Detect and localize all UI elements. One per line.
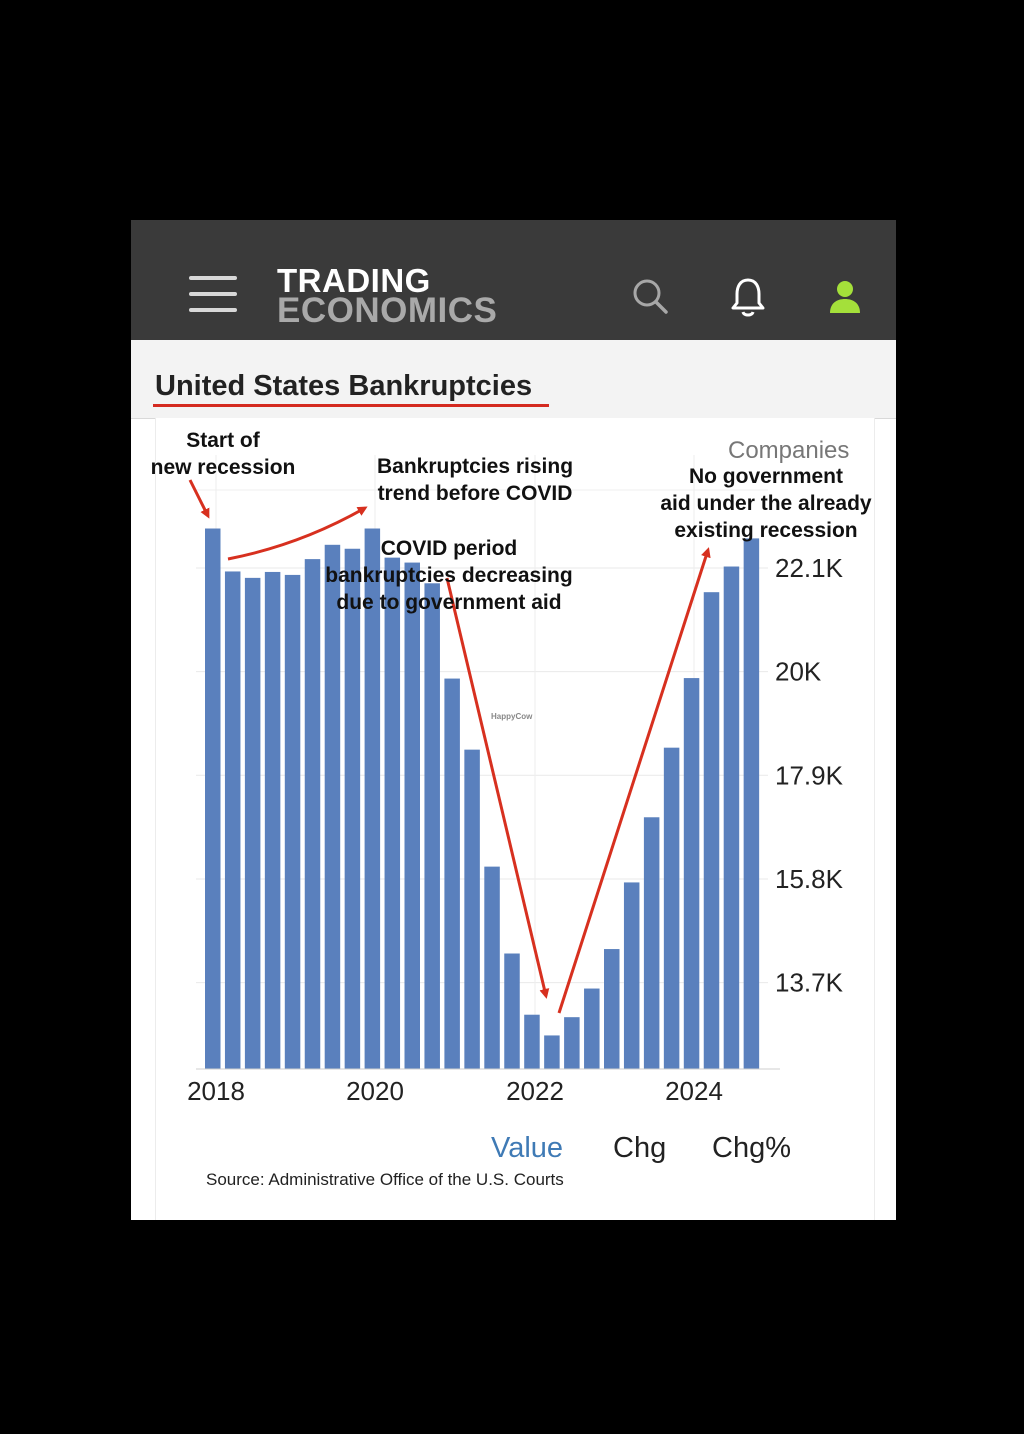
bar [663, 747, 680, 1069]
y-tick-label: 15.8K [775, 864, 844, 894]
bar [324, 544, 341, 1069]
arrow-recession-start [188, 479, 210, 519]
bar [264, 571, 281, 1069]
y-tick-label: 13.7K [775, 968, 844, 998]
bar [364, 528, 381, 1069]
value-toggle[interactable]: Value [491, 1132, 564, 1164]
title-underline [153, 404, 549, 407]
annotation-line: new recession [150, 456, 296, 479]
bar [224, 571, 241, 1069]
annotation-line: trend before COVID [377, 482, 573, 505]
bar [344, 548, 361, 1069]
chg-toggle[interactable]: Chg [613, 1132, 667, 1164]
annotation-line: existing recession [674, 519, 858, 542]
arrow-rising-trend [227, 506, 368, 561]
x-tick-label: 2022 [506, 1076, 564, 1106]
annotation-line: due to government aid [336, 591, 562, 614]
x-tick-label: 2024 [665, 1076, 723, 1106]
annotation-line: Bankruptcies rising [376, 455, 574, 478]
annotation-recession-start: Start of new recession [138, 427, 308, 481]
annotation-line: aid under the already [660, 492, 872, 515]
bar [524, 1014, 540, 1069]
user-icon[interactable] [825, 276, 865, 316]
bell-icon[interactable] [728, 276, 768, 317]
y-tick-label: 17.9K [775, 760, 844, 790]
bar [604, 949, 620, 1069]
logo-line-2: ECONOMICS [277, 291, 498, 330]
bar [444, 678, 460, 1069]
arrow-post-covid-rise [557, 547, 711, 1014]
top-navigation-bar: TRADING ECONOMICS [131, 220, 896, 340]
source-note: Source: Administrative Office of the U.S… [206, 1170, 564, 1189]
bar [404, 562, 420, 1069]
x-tick-label: 2018 [187, 1076, 245, 1106]
bar [743, 538, 760, 1069]
y-tick-label: 20K [775, 657, 822, 687]
bar [424, 583, 440, 1069]
bar [484, 866, 500, 1069]
bar [304, 559, 321, 1069]
annotation-rising-trend: Bankruptcies rising trend before COVID [355, 453, 595, 507]
page-title: United States Bankruptcies [155, 370, 533, 402]
menu-icon[interactable] [189, 276, 237, 314]
trading-economics-logo[interactable]: TRADING ECONOMICS [277, 262, 498, 330]
bar [564, 1017, 580, 1069]
bar [244, 577, 261, 1069]
arrow-covid-decline [445, 577, 550, 999]
bar [623, 882, 640, 1069]
chg-percent-toggle[interactable]: Chg% [712, 1132, 791, 1164]
bar [584, 988, 600, 1069]
logo-line-1: TRADING [277, 262, 431, 299]
annotation-line: bankruptcies decreasing [325, 564, 573, 587]
bar [504, 953, 520, 1069]
bar [284, 574, 301, 1069]
annotation-covid-period: COVID period bankruptcies decreasing due… [299, 535, 599, 616]
unit-label: Companies [728, 437, 850, 464]
bar [723, 566, 740, 1069]
watermark: HappyCow [491, 712, 533, 721]
y-tick-label: 22.1K [775, 553, 844, 583]
annotation-line: Start of [186, 429, 260, 452]
bar [703, 592, 720, 1069]
bar [205, 528, 221, 1069]
bar [544, 1035, 560, 1069]
annotation-line: No government [688, 465, 843, 488]
bar [643, 817, 660, 1069]
bar [464, 749, 480, 1069]
annotation-no-aid: No government aid under the already exis… [640, 463, 892, 544]
bar [384, 557, 401, 1069]
bar [683, 678, 700, 1069]
search-icon[interactable] [630, 276, 670, 316]
x-tick-label: 2020 [346, 1076, 404, 1106]
annotation-line: COVID period [380, 537, 518, 560]
